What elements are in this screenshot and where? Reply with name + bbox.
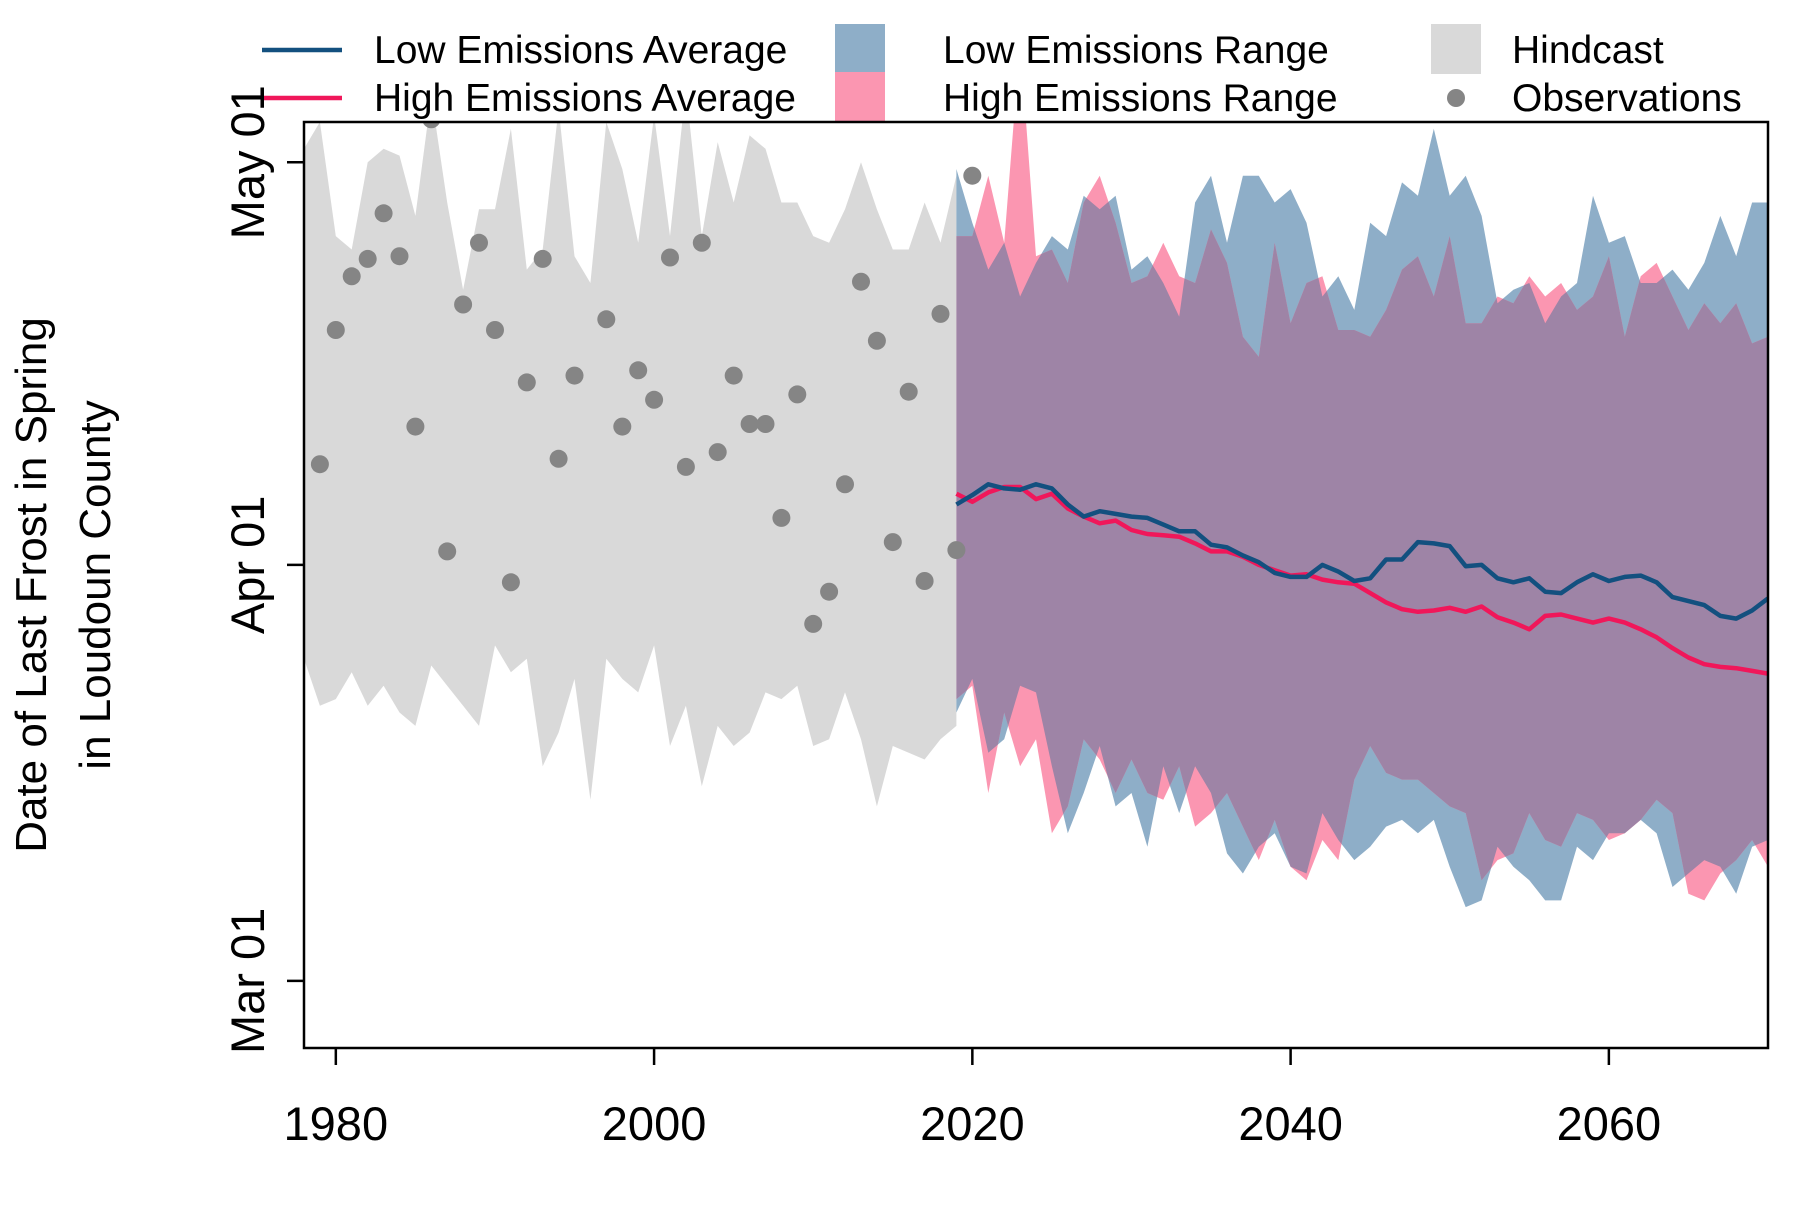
x-tick-label: 2020 bbox=[920, 1097, 1025, 1150]
observation-point bbox=[406, 417, 425, 436]
observation-point bbox=[915, 572, 934, 590]
legend-box-swatch bbox=[835, 24, 885, 74]
legend-label: High Emissions Range bbox=[943, 77, 1338, 120]
observation-point bbox=[645, 390, 664, 409]
legend: Low Emissions Average High Emissions Aver… bbox=[262, 24, 1742, 122]
axes: 1980 2000 2020 2040 2060 Mar 01 Apr 01 May 01 bbox=[221, 85, 1770, 1150]
low-emissions-average-line bbox=[955, 482, 1768, 621]
observation-point bbox=[883, 533, 902, 552]
observation-point bbox=[867, 331, 886, 350]
observation-point bbox=[470, 233, 488, 252]
observation-point bbox=[549, 449, 568, 468]
observation-point bbox=[422, 122, 440, 129]
legend-point-swatch bbox=[1447, 89, 1465, 107]
high-emissions-average-line bbox=[955, 484, 1768, 676]
legend-label: Low Emissions Average bbox=[374, 29, 787, 72]
observation-point bbox=[326, 321, 345, 339]
observation-point bbox=[692, 233, 711, 252]
observation-point bbox=[501, 573, 520, 592]
observation-points bbox=[310, 122, 982, 633]
observation-point bbox=[310, 455, 329, 474]
legend-label: High Emissions Average bbox=[374, 77, 796, 120]
observation-point bbox=[804, 614, 823, 633]
observation-point bbox=[756, 415, 775, 433]
legend-label: Observations bbox=[1512, 77, 1742, 120]
observation-point bbox=[358, 249, 377, 268]
hindcast-range-band bbox=[304, 122, 957, 807]
range-overlap-band bbox=[956, 128, 1768, 901]
observation-point bbox=[852, 272, 870, 291]
legend-box-swatch bbox=[1431, 24, 1481, 74]
observation-point bbox=[820, 582, 839, 601]
observation-point bbox=[613, 417, 632, 436]
observation-point bbox=[836, 475, 854, 494]
observation-point bbox=[533, 249, 552, 268]
observation-point bbox=[486, 321, 504, 339]
observation-point bbox=[676, 457, 695, 476]
y-axis-title-line: in Loudoun County bbox=[71, 400, 120, 769]
observation-point bbox=[788, 385, 807, 404]
y-axis-title-line: Date of Last Frost in Spring bbox=[7, 317, 56, 853]
observation-point bbox=[390, 247, 409, 266]
observation-point bbox=[597, 310, 616, 329]
observation-point bbox=[454, 295, 473, 314]
observation-point bbox=[374, 204, 393, 223]
observation-point bbox=[931, 304, 950, 323]
x-tick-label: 1980 bbox=[284, 1097, 389, 1150]
observation-point bbox=[740, 415, 759, 433]
legend-box-swatch bbox=[835, 72, 885, 122]
plot-areas bbox=[304, 122, 1768, 908]
observation-point bbox=[947, 541, 966, 560]
y-axis-title: Date of Last Frost in Spring in Loudoun C… bbox=[7, 317, 120, 853]
observation-point bbox=[438, 542, 457, 561]
observation-point bbox=[772, 508, 791, 527]
plot-frame bbox=[302, 120, 1770, 1050]
observation-point bbox=[724, 366, 743, 385]
x-tick-label: 2000 bbox=[602, 1097, 707, 1150]
legend-label: Hindcast bbox=[1512, 29, 1664, 72]
x-tick-label: 2060 bbox=[1557, 1097, 1662, 1150]
observation-point bbox=[629, 361, 648, 380]
legend-label: Low Emissions Range bbox=[943, 29, 1329, 72]
y-tick-label: May 01 bbox=[221, 85, 274, 239]
observation-point bbox=[342, 267, 361, 286]
observation-point bbox=[899, 382, 918, 401]
y-tick-label: Apr 01 bbox=[221, 496, 274, 634]
observation-point bbox=[517, 373, 536, 392]
x-tick-label: 2040 bbox=[1238, 1097, 1343, 1150]
plot-lines bbox=[955, 482, 1768, 676]
observation-point bbox=[661, 248, 679, 267]
y-tick-label: Mar 01 bbox=[221, 908, 274, 1054]
observation-point bbox=[963, 166, 982, 185]
observation-point bbox=[565, 366, 584, 385]
observation-point bbox=[708, 443, 727, 462]
